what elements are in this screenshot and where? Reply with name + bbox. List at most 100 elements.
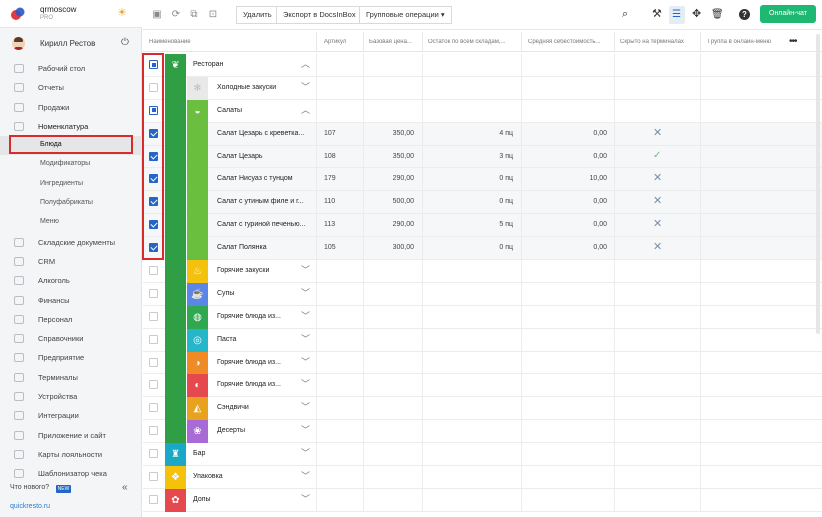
sidebar-item[interactable]: Устройства bbox=[0, 387, 142, 406]
sidebar-item[interactable]: Отчеты bbox=[0, 78, 142, 97]
sidebar-item[interactable]: Приложение и сайт bbox=[0, 426, 142, 445]
col-header-base-price[interactable]: Базовая цена... bbox=[369, 39, 412, 45]
table-row[interactable]: Салат с гуриной печенью... 113 290,00 5 пц 0… bbox=[143, 214, 822, 238]
cell-article[interactable]: 179 bbox=[324, 175, 336, 183]
table-row[interactable]: Салат Полянка 105 300,00 0 пц 0,00 ✕ bbox=[143, 237, 822, 261]
group-row[interactable]: ◑ Горячие блюда из... ﹀ bbox=[143, 351, 822, 375]
table-row[interactable]: Салат Нисуаз с тунцом 179 290,00 0 пц 10,00 ✕ bbox=[143, 168, 822, 192]
group-row[interactable]: ◎ Паста ﹀ bbox=[143, 328, 822, 352]
group-row[interactable]: ✿ Допы ﹀ bbox=[143, 488, 822, 512]
chevron-down-icon[interactable]: ﹀ bbox=[301, 333, 311, 344]
sidebar-item[interactable]: Продажи bbox=[0, 98, 142, 117]
cell-price[interactable]: 300,00 bbox=[392, 244, 414, 252]
row-checkbox[interactable] bbox=[149, 426, 158, 436]
cell-stock[interactable]: 0 пц bbox=[499, 175, 513, 183]
list-view-toggle[interactable] bbox=[669, 6, 685, 24]
power-icon[interactable]: ⏻ bbox=[121, 37, 129, 48]
cell-cost[interactable]: 0,00 bbox=[593, 198, 607, 206]
row-checkbox[interactable] bbox=[149, 220, 158, 230]
sidebar-item[interactable]: Терминалы bbox=[0, 368, 142, 387]
row-checkbox[interactable] bbox=[149, 472, 158, 482]
group-row[interactable]: ◒ Салаты ︿ bbox=[143, 99, 822, 123]
cell-cost[interactable]: 10,00 bbox=[589, 175, 607, 183]
cell-article[interactable]: 107 bbox=[324, 129, 336, 137]
copy-icon[interactable]: ⧉ bbox=[190, 9, 198, 20]
col-header-hidden[interactable]: Скрыто на терминалах bbox=[620, 39, 684, 45]
row-checkbox[interactable] bbox=[149, 288, 158, 298]
cell-article[interactable]: 113 bbox=[324, 221, 336, 229]
online-chat-button[interactable]: Онлайн-чат bbox=[760, 5, 816, 23]
list-view-icon[interactable]: ☰ bbox=[672, 9, 681, 20]
row-checkbox[interactable] bbox=[149, 197, 158, 207]
chevron-down-icon[interactable]: ﹀ bbox=[301, 493, 311, 504]
save-icon[interactable]: ▣ bbox=[152, 9, 162, 20]
chevron-down-icon[interactable]: ﹀ bbox=[301, 471, 311, 482]
sidebar-item[interactable]: Номенклатура bbox=[0, 117, 142, 136]
group-row[interactable]: ♨ Горячие закуски ﹀ bbox=[143, 260, 822, 284]
row-checkbox[interactable] bbox=[149, 60, 158, 69]
group-row[interactable]: ◍ Горячие блюда из... ﹀ bbox=[143, 305, 822, 329]
cell-price[interactable]: 500,00 bbox=[392, 198, 414, 206]
chevron-down-icon[interactable]: ﹀ bbox=[301, 356, 311, 367]
cell-stock[interactable]: 5 пц bbox=[499, 221, 513, 229]
chevron-down-icon[interactable]: ﹀ bbox=[301, 287, 311, 298]
cell-stock[interactable]: 0 пц bbox=[499, 244, 513, 252]
sidebar-item[interactable]: Рабочий стол bbox=[0, 59, 142, 78]
cell-article[interactable]: 105 bbox=[324, 244, 336, 252]
group-row[interactable]: ❖ Упаковка ﹀ bbox=[143, 466, 822, 490]
search-icon[interactable]: ⌕ bbox=[622, 8, 629, 20]
move-icon[interactable]: ✥ bbox=[692, 8, 702, 20]
col-header-article[interactable]: Артикул bbox=[324, 39, 347, 45]
sidebar-item[interactable]: Модификаторы bbox=[0, 155, 142, 174]
cell-cost[interactable]: 0,00 bbox=[593, 244, 607, 252]
export-docsinbox-button[interactable]: Экспорт в DocsInBox bbox=[276, 6, 363, 24]
cell-cost[interactable]: 0,00 bbox=[593, 152, 607, 160]
site-link[interactable]: quickresto.ru bbox=[10, 503, 51, 510]
sidebar-item[interactable]: Ингредиенты bbox=[0, 175, 142, 194]
row-checkbox[interactable] bbox=[149, 380, 158, 390]
sidebar-item[interactable]: Справочники bbox=[0, 329, 142, 348]
vertical-scrollbar[interactable] bbox=[816, 34, 820, 334]
tools-icon[interactable]: ⚒ bbox=[652, 8, 662, 20]
cell-price[interactable]: 290,00 bbox=[392, 175, 414, 183]
row-checkbox[interactable] bbox=[149, 105, 158, 115]
delete-button[interactable]: Удалить bbox=[236, 6, 279, 24]
chevron-up-icon[interactable]: ︿ bbox=[301, 59, 311, 69]
group-row[interactable]: ♜ Бар ﹀ bbox=[143, 443, 822, 467]
chevron-up-icon[interactable]: ︿ bbox=[301, 104, 311, 115]
help-icon[interactable]: ? bbox=[739, 9, 750, 20]
group-row[interactable]: ❄ Холодные закуски ﹀ bbox=[143, 76, 822, 100]
group-row[interactable]: ❦ Ресторан ︿ bbox=[143, 54, 822, 77]
trash-icon[interactable]: 🗑 bbox=[711, 9, 724, 20]
cell-article[interactable]: 110 bbox=[324, 198, 336, 206]
cell-price[interactable]: 350,00 bbox=[392, 129, 414, 137]
sidebar-item[interactable]: Алкоголь bbox=[0, 271, 142, 290]
row-checkbox[interactable] bbox=[149, 334, 158, 344]
chevron-down-icon[interactable]: ﹀ bbox=[301, 448, 311, 459]
cell-price[interactable]: 350,00 bbox=[392, 152, 414, 160]
col-header-stock[interactable]: Остаток по всем складам,... bbox=[428, 39, 506, 45]
more-columns-icon[interactable]: ••• bbox=[789, 36, 797, 47]
sidebar-item[interactable]: Складские документы bbox=[0, 233, 142, 252]
sidebar-item[interactable]: Блюда bbox=[0, 136, 142, 156]
sidebar-item[interactable]: Предприятие bbox=[0, 348, 142, 367]
row-checkbox[interactable] bbox=[149, 311, 158, 321]
sidebar-item[interactable]: Интеграции bbox=[0, 406, 142, 425]
row-checkbox[interactable] bbox=[149, 243, 158, 253]
table-row[interactable]: Салат Цезарь с креветка... 107 350,00 4 пц 0… bbox=[143, 122, 822, 146]
theme-sun-icon[interactable]: ☀ bbox=[117, 7, 127, 19]
cell-cost[interactable]: 0,00 bbox=[593, 129, 607, 137]
table-row[interactable]: Салат с утиным филе и г... 110 500,00 0 пц 0… bbox=[143, 191, 822, 215]
chevron-down-icon[interactable]: ﹀ bbox=[301, 402, 311, 413]
table-row[interactable]: Салат Цезарь 108 350,00 3 пц 0,00 ✓ bbox=[143, 145, 822, 169]
user-block[interactable]: Кирилл Рестов ⏻ bbox=[0, 36, 142, 54]
col-header-name[interactable]: Наименование bbox=[149, 39, 191, 45]
row-checkbox[interactable] bbox=[149, 128, 158, 138]
row-checkbox[interactable] bbox=[149, 449, 158, 459]
sidebar-item[interactable]: Меню bbox=[0, 213, 142, 232]
sidebar-item[interactable]: Шаблонизатор чека bbox=[0, 464, 142, 483]
cell-stock[interactable]: 3 пц bbox=[499, 152, 513, 160]
chevron-down-icon[interactable]: ﹀ bbox=[301, 425, 311, 436]
cell-cost[interactable]: 0,00 bbox=[593, 221, 607, 229]
row-checkbox[interactable] bbox=[149, 266, 158, 276]
